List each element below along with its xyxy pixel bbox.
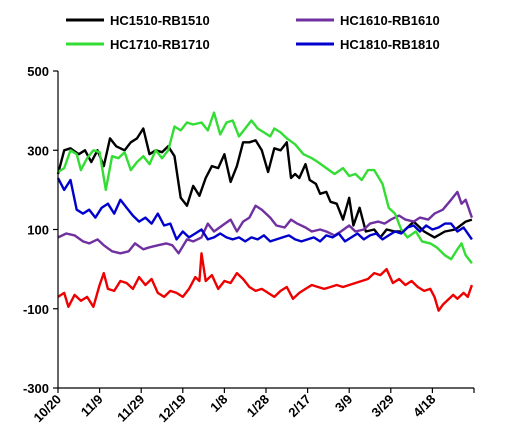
series-layer — [56, 111, 474, 312]
series-line-unlabeled — [57, 252, 474, 312]
x-tick-label: 2/17 — [285, 392, 314, 421]
x-tick-label: 11/9 — [78, 392, 106, 420]
y-tick-label: 300 — [27, 143, 49, 158]
y-tick-label: 100 — [27, 223, 49, 238]
y-tick-label: -300 — [23, 381, 49, 396]
x-tick-label: 11/29 — [114, 392, 147, 425]
y-tick-label: 500 — [27, 64, 49, 79]
legend: HC1510-RB1510 HC1610-RB1610 HC1710-RB1710 H… — [66, 13, 440, 52]
x-tick-label: 1/28 — [244, 392, 273, 421]
x-tick-label: 3/9 — [332, 392, 355, 415]
axes — [57, 71, 474, 389]
series-line-hc1710-rb1710 — [57, 111, 473, 264]
x-tick-label: 4/18 — [410, 392, 439, 421]
series-line-hc1610-rb1610 — [57, 190, 474, 255]
legend-label-hc1810-rb1810: HC1810-RB1810 — [340, 37, 440, 52]
x-tick-label: 10/20 — [31, 392, 65, 426]
x-tick-label: 12/19 — [155, 392, 189, 426]
legend-label-hc1710-rb1710: HC1710-RB1710 — [110, 37, 210, 52]
legend-label-hc1510-rb1510: HC1510-RB1510 — [110, 13, 210, 28]
x-tick-label: 3/29 — [368, 392, 397, 421]
x-tick-label: 1/8 — [207, 392, 230, 415]
y-tick-label: -100 — [23, 302, 49, 317]
series-line-hc1810-rb1810 — [56, 177, 473, 243]
legend-label-hc1610-rb1610: HC1610-RB1610 — [340, 13, 440, 28]
y-ticks: -300 -100 100 300 500 — [23, 64, 58, 396]
x-ticks: 10/20 11/9 11/29 12/19 1/8 1/28 2/17 3/9 3/29 4/1… — [31, 388, 475, 426]
